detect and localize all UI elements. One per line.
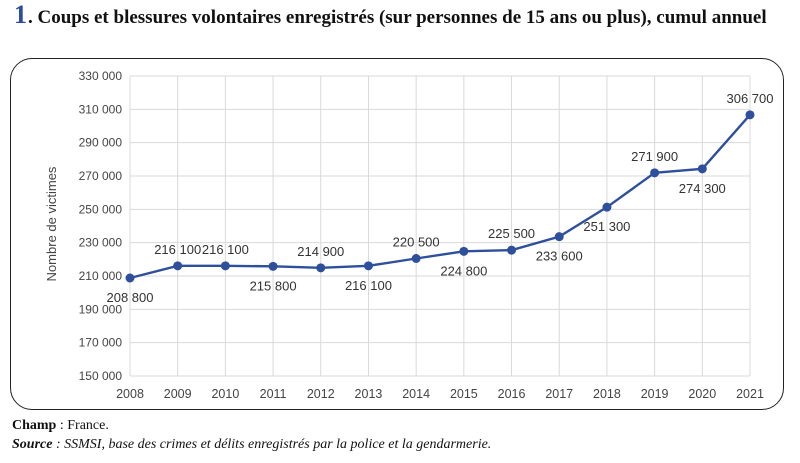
x-tick-label: 2014	[402, 387, 430, 401]
data-label: 251 300	[583, 219, 630, 234]
source-label: Source	[12, 437, 53, 452]
y-tick-labels: 150 000 170 000 190 000 210 000 230 000 250 0…	[79, 69, 123, 383]
x-tick-label: 2021	[736, 387, 764, 401]
data-label: 216 100	[154, 242, 201, 257]
data-points	[125, 110, 755, 283]
data-point	[411, 254, 421, 263]
data-point	[554, 232, 564, 242]
y-tick-label: 310 000	[79, 102, 123, 116]
y-tick-label: 190 000	[79, 302, 123, 316]
x-tick-label: 2010	[211, 387, 239, 401]
chart-title: 1. Coups et blessures volontaires enregi…	[14, 2, 784, 29]
title-number: 1	[14, 0, 27, 29]
y-tick-label: 250 000	[79, 202, 123, 216]
data-label: 216 100	[202, 242, 249, 257]
data-label: 306 700	[727, 91, 774, 106]
data-point	[745, 110, 755, 120]
data-point	[173, 261, 183, 271]
data-point	[697, 164, 707, 174]
data-point	[602, 202, 612, 212]
data-label: 215 800	[250, 278, 297, 293]
data-label: 208 800	[107, 290, 154, 305]
x-tick-labels: 2008 2009 2010 2011 2012 2013 2014 2015 2016 2017…	[116, 387, 764, 401]
data-point	[363, 261, 373, 271]
gridlines	[129, 75, 751, 377]
y-tick-label: 290 000	[79, 136, 123, 150]
x-tick-label: 2008	[116, 387, 144, 401]
x-tick-label: 2013	[355, 387, 383, 401]
y-tick-label: 150 000	[79, 369, 123, 383]
data-label: 224 800	[440, 263, 487, 278]
x-tick-label: 2015	[450, 387, 478, 401]
x-tick-label: 2009	[164, 387, 192, 401]
x-tick-label: 2020	[688, 387, 716, 401]
y-axis-label: Nombre de victimes	[44, 166, 59, 281]
champ-line: Champ : France.	[12, 416, 491, 435]
x-tick-label: 2017	[545, 387, 573, 401]
data-label: 274 300	[679, 181, 726, 196]
y-tick-label: 330 000	[79, 69, 123, 83]
data-label: 233 600	[536, 249, 583, 264]
x-tick-label: 2011	[260, 387, 287, 401]
data-label: 216 100	[345, 278, 392, 293]
data-point	[650, 168, 660, 178]
data-point	[507, 245, 517, 255]
champ-label: Champ	[12, 418, 57, 433]
data-label: 214 900	[297, 244, 344, 259]
footer: Champ : France. Source : SSMSI, base des…	[12, 416, 491, 454]
champ-text: : France.	[56, 418, 109, 433]
series-line	[129, 114, 751, 280]
data-point	[220, 261, 230, 271]
data-point	[316, 263, 326, 273]
data-point	[268, 261, 278, 271]
y-tick-label: 170 000	[79, 336, 123, 350]
data-point	[459, 246, 469, 256]
data-label: 225 500	[488, 226, 535, 241]
source-line: Source : SSMSI, base des crimes et délit…	[12, 435, 491, 454]
x-tick-label: 2019	[641, 387, 669, 401]
x-tick-label: 2016	[498, 387, 526, 401]
data-label: 220 500	[393, 235, 440, 250]
data-label: 271 900	[631, 149, 678, 164]
x-tick-label: 2012	[307, 387, 335, 401]
y-tick-label: 230 000	[79, 236, 123, 250]
title-text: . Coups et blessures volontaires enregis…	[28, 7, 767, 28]
y-tick-label: 210 000	[79, 269, 123, 283]
x-tick-label: 2018	[593, 387, 621, 401]
data-point	[125, 273, 135, 283]
source-text: : SSMSI, base des crimes et délits enreg…	[52, 437, 492, 452]
y-tick-label: 270 000	[79, 169, 123, 183]
chart-frame	[10, 58, 784, 410]
